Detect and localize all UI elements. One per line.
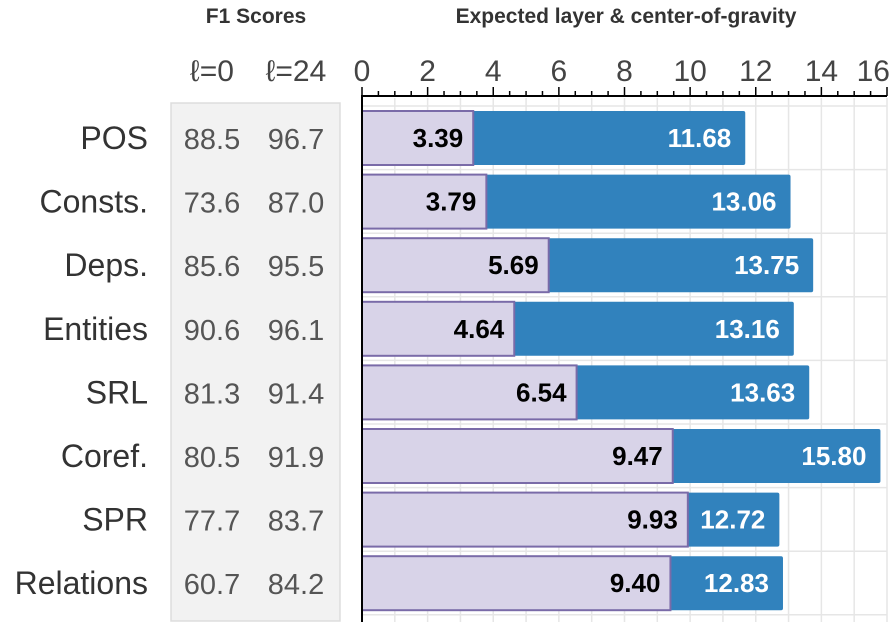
f1-value-l24: 95.5 [268, 251, 324, 283]
expected-layer-bar [361, 491, 689, 548]
category-label: SRL [86, 374, 148, 410]
f1-column-header-l0: ℓ=0 [190, 55, 234, 88]
x-tick-label: 4 [485, 55, 502, 88]
bars-layer [361, 110, 881, 612]
category-label: POS [80, 120, 148, 156]
center-of-gravity-label: 15.80 [801, 441, 866, 471]
expected-layer-bar [361, 364, 578, 421]
f1-value-l0: 81.3 [184, 378, 240, 410]
x-tick-label: 16 [857, 55, 890, 88]
x-tick-label: 14 [805, 55, 838, 88]
center-of-gravity-label: 13.63 [730, 377, 795, 407]
f1-value-l0: 88.5 [184, 124, 240, 156]
f1-value-l24: 91.9 [268, 442, 324, 474]
f1-value-l24: 96.1 [268, 315, 324, 347]
x-tick-label: 0 [354, 55, 371, 88]
x-tick-label: 2 [419, 55, 436, 88]
x-tick-label: 12 [739, 55, 772, 88]
center-of-gravity-label: 13.06 [711, 187, 776, 217]
expected-layer-label: 5.69 [488, 250, 539, 280]
axis-layer [361, 87, 888, 622]
expected-layer-label: 3.79 [426, 187, 477, 217]
category-label: Entities [43, 311, 148, 347]
expected-layer-bar [361, 300, 516, 357]
f1-column-header-l24: ℓ=24 [266, 55, 327, 88]
f1-panel-title: F1 Scores [206, 5, 306, 28]
category-label: SPR [82, 502, 148, 538]
f1-table-background [170, 102, 341, 622]
expected-layer-bar [361, 173, 488, 230]
x-tick-label: 10 [673, 55, 706, 88]
f1-value-l0: 80.5 [184, 442, 240, 474]
category-label: Consts. [40, 184, 148, 220]
f1-value-l0: 85.6 [184, 251, 240, 283]
x-tick-label: 6 [551, 55, 568, 88]
category-label: Deps. [64, 247, 148, 283]
category-label: Relations [15, 565, 148, 601]
x-tick-label: 8 [616, 55, 633, 88]
category-label: Coref. [61, 438, 148, 474]
f1-value-l24: 87.0 [268, 188, 324, 220]
f1-value-l0: 90.6 [184, 315, 240, 347]
f1-value-l24: 84.2 [268, 569, 324, 601]
expected-layer-bar [361, 237, 550, 294]
expected-layer-bar [361, 428, 674, 484]
center-of-gravity-label: 11.68 [668, 123, 732, 153]
f1-table-panel [170, 102, 341, 622]
expected-layer-label: 4.64 [454, 314, 505, 344]
f1-value-l24: 96.7 [268, 124, 324, 156]
expected-layer-label: 3.39 [413, 123, 464, 153]
expected-layer-label: 9.93 [627, 505, 678, 535]
center-of-gravity-label: 13.16 [715, 314, 780, 344]
f1-value-l24: 83.7 [268, 506, 324, 538]
center-of-gravity-label: 12.72 [700, 505, 765, 535]
expected-layer-label: 6.54 [516, 377, 567, 407]
text-layer: F1 Scores Expected layer & center-of-gra… [15, 5, 890, 601]
f1-value-l0: 77.7 [184, 506, 240, 538]
x-axis-panel-title: Expected layer & center-of-gravity [456, 5, 797, 28]
f1-value-l0: 73.6 [184, 188, 240, 220]
expected-layer-label: 9.47 [612, 441, 663, 471]
f1-value-l0: 60.7 [184, 569, 240, 601]
expected-layer-label: 9.40 [610, 568, 661, 598]
expected-layer-bar [361, 555, 672, 612]
center-of-gravity-label: 12.83 [704, 568, 769, 598]
f1-value-l24: 91.4 [268, 378, 324, 410]
center-of-gravity-label: 13.75 [734, 250, 799, 280]
expected-layer-bar [361, 110, 475, 166]
